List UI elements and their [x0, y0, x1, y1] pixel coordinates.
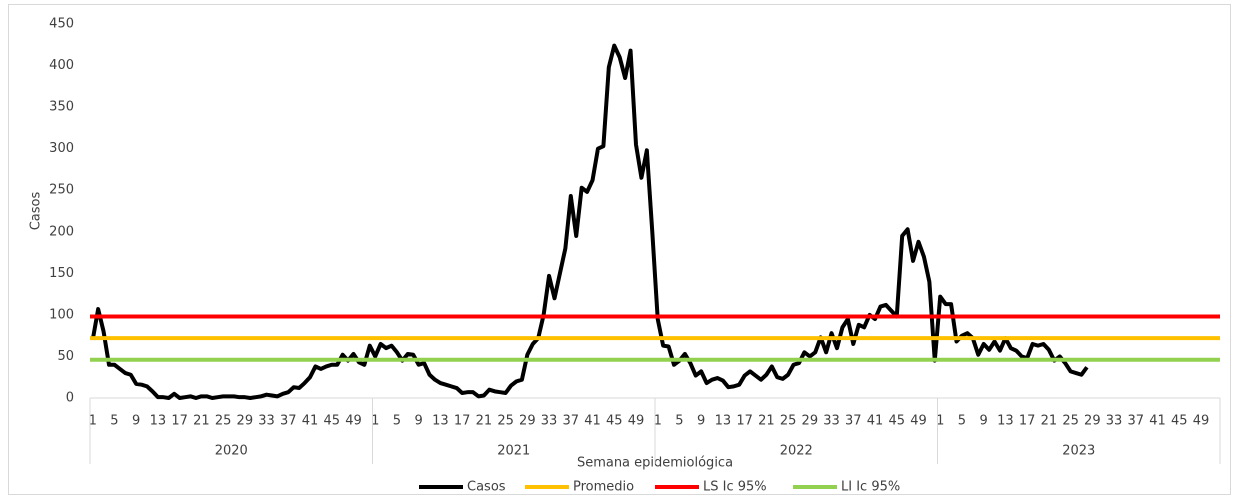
y-tick-label: 450 — [49, 17, 74, 32]
x-tick-label: 49 — [910, 414, 927, 429]
x-tick-label: 25 — [497, 414, 514, 429]
x-tick-label: 5 — [675, 414, 683, 429]
x-tick-label: 25 — [215, 414, 232, 429]
x-tick-label: 21 — [193, 414, 210, 429]
x-tick-label: 13 — [997, 414, 1014, 429]
x-tick-label: 5 — [958, 414, 966, 429]
x-tick-label: 1 — [371, 414, 379, 429]
x-tick-label: 29 — [237, 414, 254, 429]
legend-label: Casos — [467, 480, 506, 495]
x-tick-label: 5 — [393, 414, 401, 429]
x-tick-label: 41 — [302, 414, 319, 429]
x-tick-label: 17 — [736, 414, 753, 429]
x-tick-label: 9 — [980, 414, 988, 429]
y-tick-label: 150 — [49, 266, 74, 281]
x-tick-label: 13 — [432, 414, 449, 429]
y-tick-label: 300 — [49, 141, 74, 156]
y-tick-label: 0 — [66, 391, 74, 406]
y-tick-label: 400 — [49, 58, 74, 73]
x-tick-label: 33 — [258, 414, 275, 429]
x-tick-label: 1 — [936, 414, 944, 429]
year-label: 2023 — [1062, 444, 1095, 459]
x-tick-label: 37 — [280, 414, 297, 429]
x-tick-label: 45 — [888, 414, 905, 429]
x-tick-label: 17 — [454, 414, 471, 429]
y-tick-label: 250 — [49, 183, 74, 198]
y-tick-label: 100 — [49, 307, 74, 322]
x-tick-label: 5 — [110, 414, 118, 429]
x-tick-label: 9 — [415, 414, 423, 429]
x-tick-label: 41 — [867, 414, 884, 429]
x-tick-label: 29 — [802, 414, 819, 429]
year-label: 2020 — [215, 444, 248, 459]
legend-label: Promedio — [573, 480, 634, 495]
x-tick-label: 45 — [1171, 414, 1188, 429]
legend-label: LS Ic 95% — [703, 480, 767, 495]
x-tick-label: 37 — [563, 414, 580, 429]
x-tick-label: 41 — [584, 414, 601, 429]
chart-border — [8, 4, 1231, 495]
legend-label: LI Ic 95% — [841, 480, 900, 495]
x-tick-label: 9 — [697, 414, 705, 429]
x-tick-label: 17 — [171, 414, 188, 429]
series-line — [90, 43, 1089, 400]
x-tick-label: 1 — [654, 414, 662, 429]
y-tick-label: 50 — [57, 349, 74, 364]
y-axis-label: Casos — [29, 192, 44, 231]
x-tick-label: 13 — [150, 414, 167, 429]
x-tick-label: 41 — [1149, 414, 1166, 429]
x-tick-label: 49 — [628, 414, 645, 429]
x-tick-label: 29 — [1084, 414, 1101, 429]
x-tick-label: 33 — [541, 414, 558, 429]
x-tick-label: 29 — [519, 414, 536, 429]
x-tick-label: 33 — [823, 414, 840, 429]
x-tick-label: 49 — [345, 414, 362, 429]
x-tick-label: 17 — [1019, 414, 1036, 429]
x-tick-label: 37 — [1128, 414, 1145, 429]
x-tick-label: 13 — [715, 414, 732, 429]
y-tick-label: 200 — [49, 224, 74, 239]
x-tick-label: 49 — [1193, 414, 1210, 429]
x-tick-label: 25 — [780, 414, 797, 429]
year-label: 2022 — [780, 444, 813, 459]
x-tick-label: 21 — [476, 414, 493, 429]
x-tick-label: 45 — [323, 414, 340, 429]
x-tick-label: 25 — [1062, 414, 1079, 429]
year-label: 2021 — [497, 444, 530, 459]
x-tick-label: 1 — [89, 414, 97, 429]
x-tick-label: 9 — [132, 414, 140, 429]
x-tick-label: 37 — [845, 414, 862, 429]
y-tick-label: 350 — [49, 100, 74, 115]
x-tick-label: 21 — [1041, 414, 1058, 429]
x-tick-label: 21 — [758, 414, 775, 429]
x-tick-label: 33 — [1106, 414, 1123, 429]
x-tick-label: 45 — [606, 414, 623, 429]
